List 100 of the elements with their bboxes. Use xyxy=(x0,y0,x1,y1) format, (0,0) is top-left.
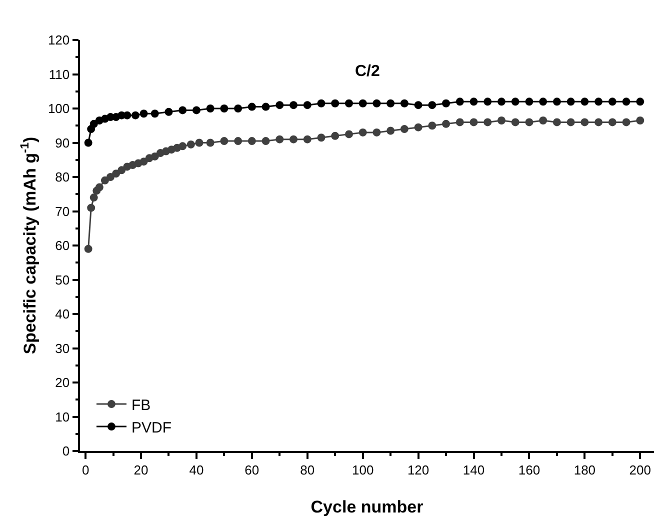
point xyxy=(164,108,173,116)
point xyxy=(344,99,353,108)
point xyxy=(539,98,548,106)
x-tick-label: 200 xyxy=(629,462,651,478)
point xyxy=(372,128,381,136)
point xyxy=(87,204,96,212)
y-tick-label: 10 xyxy=(55,409,70,424)
point xyxy=(186,140,195,148)
point xyxy=(100,176,109,184)
point xyxy=(552,98,561,106)
point xyxy=(400,125,408,134)
point xyxy=(456,118,464,126)
point xyxy=(317,99,326,108)
point xyxy=(539,116,548,124)
point xyxy=(303,135,312,144)
point xyxy=(594,118,603,126)
point xyxy=(358,99,367,108)
x-tick-label: 60 xyxy=(244,462,260,478)
point xyxy=(608,118,616,126)
point xyxy=(84,244,92,253)
y-tick-label: 40 xyxy=(55,306,70,322)
point xyxy=(95,183,104,192)
x-tick-label: 120 xyxy=(407,462,430,478)
point xyxy=(262,102,270,111)
point xyxy=(331,132,340,140)
point xyxy=(525,98,534,106)
point xyxy=(234,104,242,112)
annotation: C/2 xyxy=(355,63,380,80)
point xyxy=(178,142,187,150)
point xyxy=(290,101,298,110)
point xyxy=(525,118,534,126)
y-tick-label: 80 xyxy=(55,170,70,185)
point xyxy=(262,137,270,146)
point xyxy=(428,101,436,110)
point xyxy=(372,99,381,108)
point xyxy=(497,98,506,106)
point xyxy=(414,123,422,132)
point xyxy=(90,194,98,202)
x-tick-label: 40 xyxy=(189,462,204,478)
point xyxy=(428,122,436,130)
y-tick-label: 20 xyxy=(55,375,70,390)
point xyxy=(511,118,520,126)
point xyxy=(131,111,140,120)
point xyxy=(594,98,603,106)
point xyxy=(456,98,464,106)
y-tick-label: 60 xyxy=(55,238,70,254)
y-tick-label: 100 xyxy=(48,101,70,116)
point xyxy=(106,173,114,181)
point xyxy=(442,99,450,108)
y-tick-label: 70 xyxy=(55,204,70,219)
point xyxy=(206,138,214,147)
point xyxy=(442,120,450,128)
x-axis-title: Cycle number xyxy=(310,498,424,516)
point xyxy=(276,101,284,110)
y-tick-label: 110 xyxy=(48,66,70,82)
point xyxy=(303,101,312,110)
point xyxy=(622,98,630,106)
y-tick-label: 50 xyxy=(55,272,70,288)
point xyxy=(178,106,187,114)
point xyxy=(140,110,148,118)
point xyxy=(123,111,132,120)
point xyxy=(497,116,506,124)
point xyxy=(150,152,159,160)
y-tick-label: 120 xyxy=(48,32,70,48)
point xyxy=(118,166,126,174)
point xyxy=(484,118,492,126)
point xyxy=(636,98,644,106)
point xyxy=(84,138,92,147)
y-tick-label: 0 xyxy=(62,444,70,459)
point xyxy=(90,120,98,128)
point xyxy=(622,118,630,126)
point xyxy=(484,98,492,106)
point xyxy=(552,118,561,126)
point xyxy=(220,104,228,112)
point xyxy=(470,118,478,126)
point xyxy=(220,137,228,146)
point xyxy=(290,135,298,144)
x-tick-label: 160 xyxy=(518,462,540,478)
x-tick-label: 100 xyxy=(352,462,374,478)
point xyxy=(317,134,326,142)
point xyxy=(331,99,340,108)
point xyxy=(386,126,395,135)
point xyxy=(566,118,575,126)
point xyxy=(195,138,204,147)
point xyxy=(386,99,395,108)
point xyxy=(580,118,589,126)
x-tick-label: 180 xyxy=(574,462,596,478)
legend-label: PVDF xyxy=(131,419,172,436)
point xyxy=(580,98,589,106)
point xyxy=(566,98,575,106)
point xyxy=(112,170,120,178)
y-tick-label: 30 xyxy=(55,340,70,356)
point xyxy=(608,98,616,106)
x-tick-label: 20 xyxy=(134,462,148,478)
y-tick-label: 90 xyxy=(55,135,70,150)
point xyxy=(400,99,408,108)
point xyxy=(414,101,422,110)
point xyxy=(511,98,520,106)
point xyxy=(344,130,353,138)
point xyxy=(470,98,478,106)
